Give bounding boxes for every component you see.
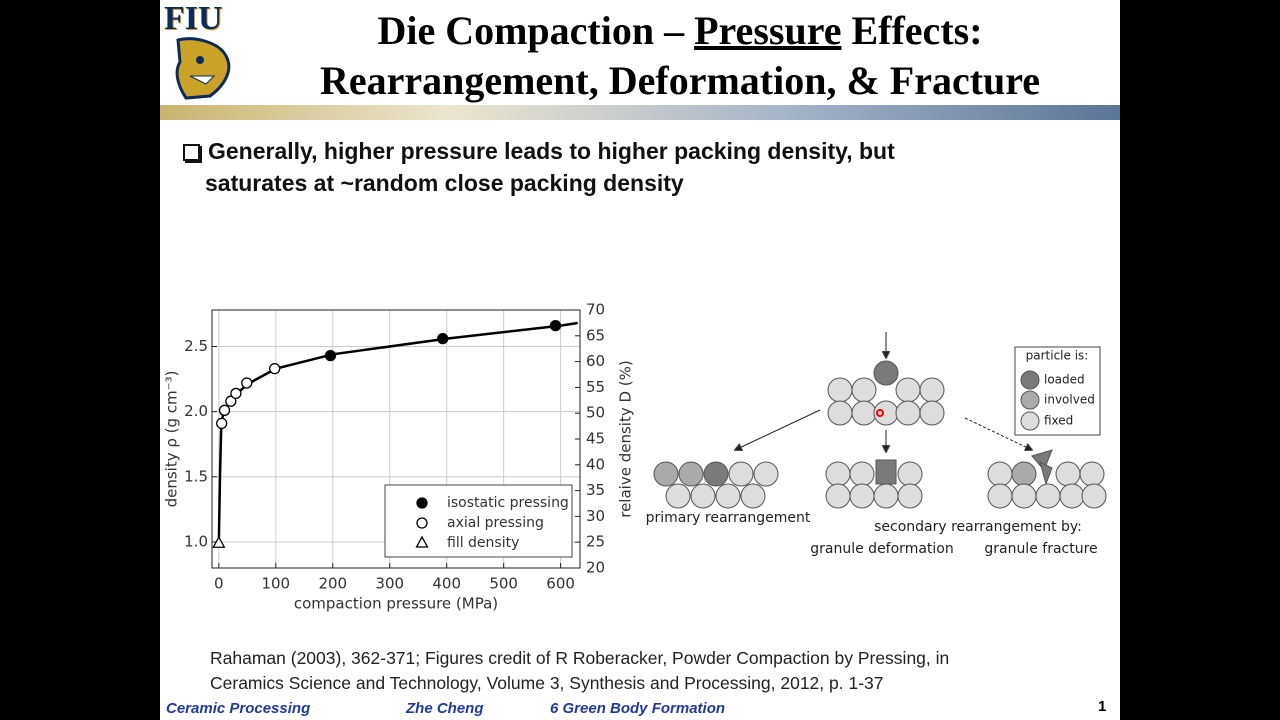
marker <box>324 349 337 362</box>
x-tick-label: 300 <box>375 575 404 593</box>
diagram-label: involved <box>1044 393 1095 407</box>
marker <box>225 395 237 407</box>
title-underlined: Pressure <box>694 8 842 53</box>
title-bar <box>160 105 1120 120</box>
y2-tick-label: 50 <box>586 404 605 422</box>
y-tick-label: 2.5 <box>184 337 208 355</box>
y2-tick-label: 60 <box>586 352 605 370</box>
legend-label: axial pressing <box>447 515 544 531</box>
x-tick-label: 100 <box>261 575 290 593</box>
y-tick-label: 1.0 <box>184 532 208 550</box>
x-tick-label: 600 <box>546 575 575 593</box>
y2-tick-label: 65 <box>586 326 605 344</box>
y2-tick-label: 20 <box>586 559 605 577</box>
marker <box>218 404 231 416</box>
marker <box>230 387 242 400</box>
citation: Ceramics Science and Technology, Volume … <box>210 673 884 693</box>
bullet-text: saturates at ~random close packing densi… <box>205 170 684 196</box>
x-tick-label: 0 <box>214 575 224 593</box>
y-tick-label: 2.0 <box>184 402 208 420</box>
marker <box>212 535 226 548</box>
y2-tick-label: 45 <box>586 430 605 448</box>
diagram-label: fixed <box>1044 414 1073 428</box>
bullet-marker <box>183 144 200 161</box>
y2-tick-label: 25 <box>586 533 605 551</box>
logo: FIU <box>164 2 244 102</box>
diagram-label: particle is: <box>1026 349 1089 363</box>
y2-axis-label: relaive density D (%) <box>617 360 635 518</box>
logo-panther <box>175 37 231 100</box>
x-tick-label: 200 <box>318 575 347 593</box>
title-text: Effects: <box>841 8 983 53</box>
plot-frame <box>211 309 581 569</box>
diagram-label: loaded <box>1044 373 1085 387</box>
legend-label: fill density <box>447 535 519 551</box>
footer-author: Zhe Cheng <box>406 700 484 717</box>
marker <box>549 319 562 332</box>
citation: Rahaman (2003), 362-371; Figures credit … <box>210 648 950 668</box>
diagram-label: granule deformation <box>810 541 953 557</box>
title-line1: Die Compaction – Pressure Effects: <box>240 8 1120 54</box>
diagram-label: secondary rearrangement by: <box>874 519 1082 535</box>
title-line2: Rearrangement, Deformation, & Fracture <box>319 58 1041 103</box>
y2-tick-label: 35 <box>586 481 605 499</box>
x-tick-label: 500 <box>489 575 518 593</box>
diagram <box>653 332 1107 509</box>
legend-marker <box>415 535 429 548</box>
footer-course: Ceramic Processing <box>166 700 311 717</box>
legend-label: isostatic pressing <box>447 495 569 511</box>
x-tick-label: 400 <box>432 575 461 593</box>
y2-tick-label: 70 <box>586 301 605 319</box>
logo-text: FIU <box>164 0 223 37</box>
marker <box>241 377 253 389</box>
page-number: 1 <box>1098 698 1107 715</box>
legend-marker <box>416 517 428 529</box>
diagram-label: granule fracture <box>984 541 1097 557</box>
y-tick-label: 1.5 <box>184 467 208 485</box>
chart: 0 100 200 300 400 500 600 1.0 1.5 2.0 2.5 20 25 30 35 4… <box>163 301 635 613</box>
marker <box>216 417 228 430</box>
bullet-text: Generally, higher pressure leads to high… <box>208 138 895 164</box>
legend-box <box>384 484 573 558</box>
y-axis-label: density ρ (g cm⁻³) <box>163 371 181 508</box>
footer-chapter: 6 Green Body Formation <box>550 700 726 717</box>
y2-tick-label: 30 <box>586 507 605 525</box>
legend-marker <box>416 497 428 509</box>
y2-tick-label: 55 <box>586 378 605 396</box>
x-axis-label: compaction pressure (MPa) <box>294 595 498 613</box>
diagram-label: primary rearrangement <box>646 510 811 526</box>
title-text: Die Compaction – <box>377 8 695 53</box>
marker <box>269 362 281 375</box>
marker <box>437 333 449 345</box>
y2-tick-label: 40 <box>586 455 605 473</box>
